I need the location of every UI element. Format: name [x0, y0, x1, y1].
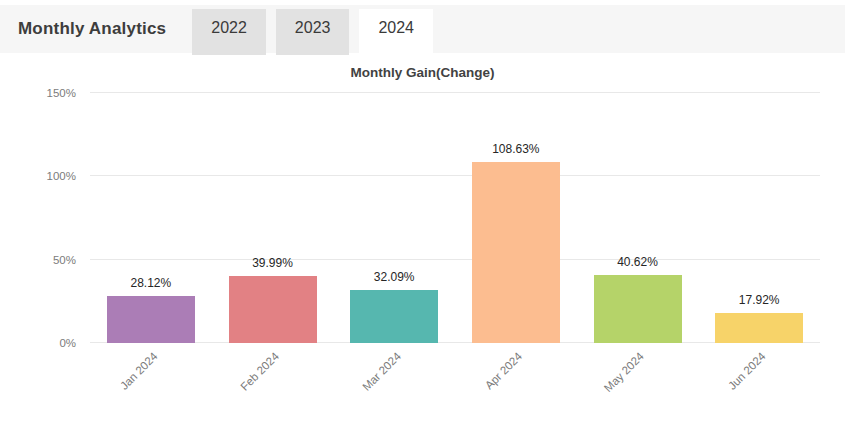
bar-group-apr-2024: 108.63%Apr 2024: [455, 93, 577, 343]
bar-group-jan-2024: 28.12%Jan 2024: [90, 93, 212, 343]
widget-title: Monthly Analytics: [18, 19, 166, 39]
y-axis: 0%50%100%150%: [0, 93, 82, 343]
bar-value-label: 17.92%: [715, 293, 803, 307]
bar-value-label: 39.99%: [229, 256, 317, 270]
bar-value-label: 28.12%: [107, 276, 195, 290]
bar-value-label: 32.09%: [350, 270, 438, 284]
bar[interactable]: 32.09%: [350, 290, 438, 343]
bar-group-may-2024: 40.62%May 2024: [577, 93, 699, 343]
chart-card: Monthly Gain(Change) 0% 50% 100% 150% 28.12…: [0, 53, 845, 427]
widget-header: Monthly Analytics 2022 2023 2024: [0, 5, 845, 53]
bar-group-feb-2024: 39.99%Feb 2024: [212, 93, 334, 343]
y-tick-label: 100%: [47, 170, 76, 182]
x-tick-label: May 2024: [602, 350, 646, 394]
x-tick-label: Feb 2024: [238, 350, 281, 393]
tab-2023[interactable]: 2023: [276, 9, 350, 55]
bar-group-mar-2024: 32.09%Mar 2024: [333, 93, 455, 343]
x-tick-label: Jan 2024: [117, 350, 159, 392]
bar[interactable]: 17.92%: [715, 313, 803, 343]
plot-wrap: 0%50%100%150% 28.12%Jan 202439.99%Feb 20…: [0, 93, 845, 417]
bar-value-label: 40.62%: [594, 255, 682, 269]
bar-value-label: 108.63%: [472, 142, 560, 156]
year-tabs: 2022 2023 2024: [192, 9, 433, 55]
plot-area: 28.12%Jan 202439.99%Feb 202432.09%Mar 20…: [90, 93, 820, 343]
tab-2022[interactable]: 2022: [192, 9, 266, 55]
y-tick-label: 0%: [59, 337, 76, 349]
x-tick-label: Mar 2024: [360, 350, 403, 393]
y-tick-label: 50%: [53, 254, 76, 266]
bar[interactable]: 28.12%: [107, 296, 195, 343]
bar[interactable]: 39.99%: [229, 276, 317, 343]
chart-title: Monthly Gain(Change): [0, 65, 845, 80]
bar[interactable]: 108.63%: [472, 162, 560, 343]
monthly-analytics-widget: Monthly Analytics 2022 2023 2024 Monthly…: [0, 0, 845, 427]
bar[interactable]: 40.62%: [594, 275, 682, 343]
tab-2024[interactable]: 2024: [359, 9, 433, 55]
x-tick-label: Jun 2024: [726, 350, 768, 392]
bar-group-jun-2024: 17.92%Jun 2024: [698, 93, 820, 343]
y-tick-label: 150%: [47, 87, 76, 99]
x-tick-label: Apr 2024: [483, 350, 524, 391]
